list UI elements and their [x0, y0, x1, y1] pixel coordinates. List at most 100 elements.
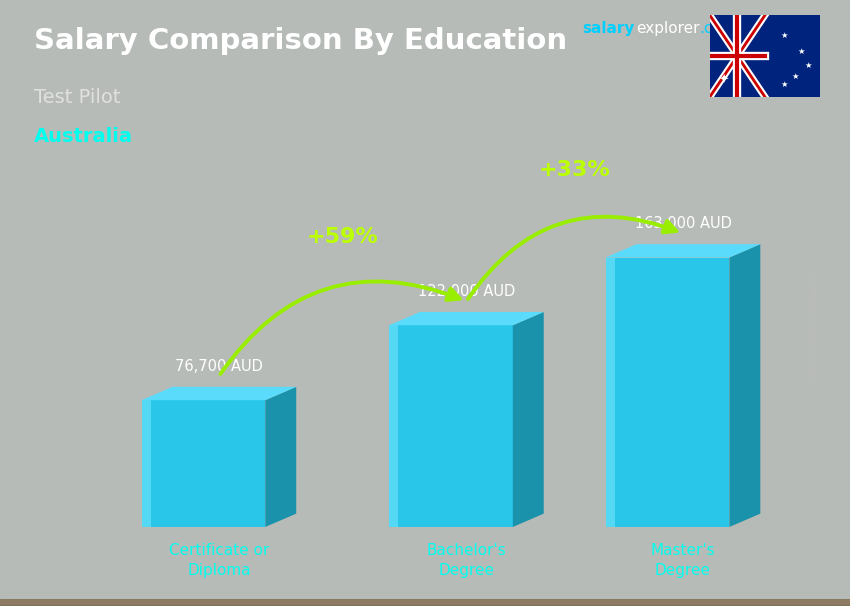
Bar — [0, 602, 850, 605]
Bar — [0, 603, 850, 606]
Text: +59%: +59% — [307, 227, 378, 247]
Bar — [0, 601, 850, 604]
Bar — [0, 602, 850, 605]
Bar — [0, 602, 850, 605]
Bar — [0, 601, 850, 604]
Bar — [0, 601, 850, 604]
Bar — [0, 602, 850, 605]
Bar — [0, 603, 850, 606]
Bar — [0, 603, 850, 606]
Bar — [0, 602, 850, 605]
Bar — [0, 602, 850, 605]
Bar — [0, 602, 850, 605]
Text: +33%: +33% — [539, 159, 610, 179]
Bar — [0, 602, 850, 605]
Bar — [0, 601, 850, 604]
Bar — [0, 601, 850, 604]
Bar — [0, 600, 850, 603]
Bar — [0, 600, 850, 603]
Bar — [0, 601, 850, 604]
Bar — [0, 602, 850, 605]
Bar — [0, 601, 850, 604]
Bar — [0, 602, 850, 606]
Bar — [0, 601, 850, 604]
Bar — [0, 601, 850, 604]
Bar — [0, 600, 850, 603]
Polygon shape — [389, 325, 513, 527]
Bar — [0, 601, 850, 604]
Text: ✦: ✦ — [718, 74, 728, 87]
Bar — [0, 600, 850, 603]
Bar — [0, 603, 850, 606]
Bar — [0, 603, 850, 606]
Bar — [0, 600, 850, 603]
Bar — [0, 602, 850, 605]
Bar — [0, 601, 850, 604]
Text: Test Pilot: Test Pilot — [34, 88, 121, 107]
Bar — [0, 601, 850, 604]
Bar — [0, 602, 850, 605]
Bar — [0, 602, 850, 605]
Text: ★: ★ — [780, 31, 788, 40]
Bar — [0, 601, 850, 604]
Bar — [0, 601, 850, 604]
Text: ★: ★ — [791, 72, 799, 81]
Bar — [0, 602, 850, 605]
Bar — [0, 602, 850, 605]
Bar — [0, 601, 850, 604]
Bar — [0, 603, 850, 606]
Bar — [0, 600, 850, 603]
Bar — [0, 601, 850, 604]
Bar — [0, 601, 850, 604]
Bar — [0, 601, 850, 604]
Bar — [0, 602, 850, 605]
Bar — [0, 602, 850, 605]
Bar — [0, 601, 850, 604]
Bar — [0, 602, 850, 605]
Text: Certificate or
Diploma: Certificate or Diploma — [168, 543, 269, 578]
Bar — [0, 601, 850, 604]
Bar — [0, 600, 850, 603]
Bar — [0, 603, 850, 606]
Bar — [0, 601, 850, 604]
Bar — [0, 601, 850, 604]
Bar — [0, 601, 850, 604]
Bar — [0, 601, 850, 604]
Bar — [0, 601, 850, 604]
Bar — [0, 601, 850, 604]
Text: explorer: explorer — [636, 21, 700, 36]
Bar — [0, 602, 850, 605]
Polygon shape — [605, 258, 729, 527]
Bar — [0, 601, 850, 604]
Bar — [0, 602, 850, 605]
Bar — [0, 602, 850, 605]
Bar — [0, 601, 850, 604]
Bar — [0, 602, 850, 605]
Text: salary: salary — [582, 21, 635, 36]
Bar — [0, 601, 850, 604]
Bar — [0, 601, 850, 604]
Bar — [0, 601, 850, 604]
Bar — [0, 602, 850, 605]
Bar — [0, 602, 850, 605]
Bar — [0, 601, 850, 604]
Bar — [0, 601, 850, 604]
Bar — [0, 602, 850, 605]
Bar — [0, 601, 850, 604]
Bar — [0, 600, 850, 603]
Text: ★: ★ — [780, 80, 788, 89]
Bar — [0, 603, 850, 606]
Bar — [0, 601, 850, 604]
Bar — [0, 602, 850, 605]
Bar — [0, 603, 850, 606]
Text: Australia: Australia — [34, 127, 133, 146]
Bar — [0, 601, 850, 604]
Polygon shape — [513, 312, 544, 527]
Polygon shape — [265, 387, 296, 527]
Bar — [0, 602, 850, 605]
Bar — [0, 602, 850, 605]
Bar — [0, 601, 850, 604]
Bar — [0, 600, 850, 603]
Bar — [0, 602, 850, 605]
Bar — [0, 601, 850, 604]
